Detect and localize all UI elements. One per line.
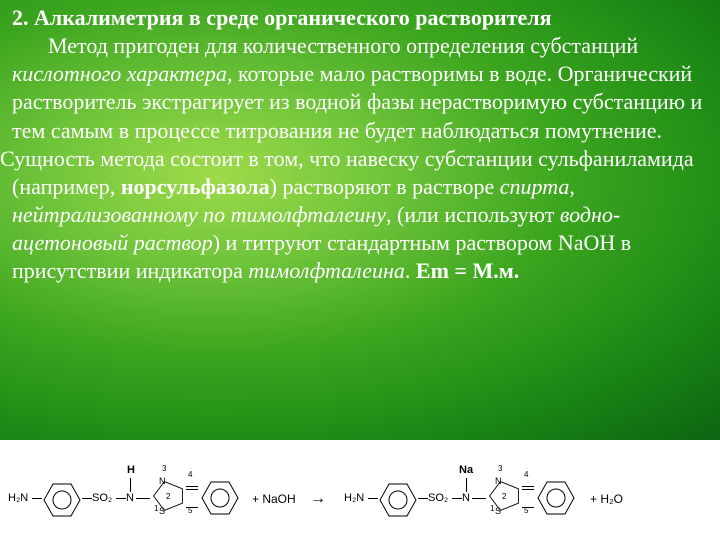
- label-so2-left: SO₂: [92, 492, 112, 504]
- p2-f: нейтрализованному по тимолфталеину: [12, 202, 386, 227]
- benzene-ring-right2: [536, 478, 576, 518]
- slide-text: 2. Алкалиметрия в среде органического ра…: [12, 4, 708, 286]
- label-n-right: N: [462, 492, 470, 504]
- label-h-left: H: [127, 464, 135, 476]
- num4: 4: [188, 470, 192, 479]
- arrow: →: [310, 490, 326, 508]
- num3: 3: [162, 464, 166, 473]
- p2-l: Em = M.м.: [416, 258, 519, 283]
- bond: [522, 507, 534, 508]
- slide-title: 2. Алкалиметрия в среде органического ра…: [12, 4, 708, 32]
- p1-b: кислотного характера: [12, 61, 227, 86]
- bond: [452, 498, 462, 499]
- bond: [472, 498, 486, 499]
- thiazole-n-top-r: N: [495, 476, 502, 486]
- bond: [466, 478, 467, 492]
- p2-e: ,: [569, 174, 575, 199]
- p2-d: спирта: [500, 174, 570, 199]
- bond: [418, 498, 428, 499]
- bond: [32, 498, 42, 499]
- num4r: 4: [524, 470, 528, 479]
- benzene-ring-right: [378, 480, 418, 520]
- p2-g: , (или используют: [386, 202, 560, 227]
- label-so2-right: SO₂: [428, 492, 448, 504]
- p1-a: Метод пригоден для количественного опред…: [48, 33, 638, 58]
- p2-c: ) растворяют в растворе: [270, 174, 500, 199]
- p2-k: .: [405, 258, 416, 283]
- bond: [116, 498, 126, 499]
- label-h2n-right: H₂N: [344, 492, 364, 504]
- num1r: 1: [490, 504, 494, 513]
- paragraph-1: Метод пригоден для количественного опред…: [12, 32, 708, 145]
- bond: [130, 478, 131, 492]
- plus-naoh: + NaOH: [252, 492, 296, 506]
- num2: 2: [166, 492, 170, 501]
- bond: [136, 498, 150, 499]
- reaction-diagram: H₂N SO₂ N H N S 1 2 3 4 5 + NaOH → H₂N S…: [8, 448, 712, 532]
- bond: [186, 507, 198, 508]
- num2r: 2: [502, 492, 506, 501]
- label-na-right: Na: [459, 464, 473, 476]
- thiazole-n-top: N: [159, 476, 166, 486]
- bond: [368, 498, 378, 499]
- label-n-left: N: [126, 492, 134, 504]
- num1: 1: [154, 504, 158, 513]
- bond: [82, 498, 92, 499]
- thiazole-s: S: [159, 506, 165, 516]
- bond: [522, 489, 534, 490]
- bond: [522, 486, 534, 487]
- benzene-ring-left: [42, 480, 82, 520]
- plus-h2o: + H₂O: [590, 492, 623, 506]
- p2-j: тимолфталеина: [248, 258, 405, 283]
- label-h2n-left: H₂N: [8, 492, 28, 504]
- paragraph-2: Сущность метода состоит в том, что навес…: [0, 145, 708, 286]
- benzene-ring-left2: [200, 478, 240, 518]
- thiazole-s-r: S: [495, 506, 501, 516]
- bond: [186, 486, 198, 487]
- p2-b: норсульфазола: [121, 174, 270, 199]
- num3r: 3: [498, 464, 502, 473]
- bond: [186, 489, 198, 490]
